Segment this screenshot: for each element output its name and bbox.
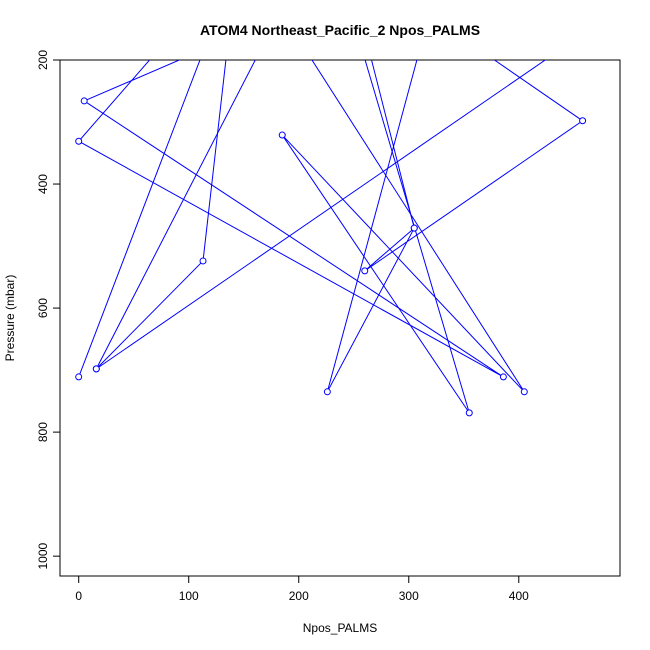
y-tick-label: 600 xyxy=(36,298,50,318)
point xyxy=(199,257,207,265)
point xyxy=(92,365,100,373)
point xyxy=(75,373,83,381)
point xyxy=(323,388,331,396)
line xyxy=(95,60,547,370)
line xyxy=(77,60,504,378)
point xyxy=(410,224,418,232)
y-tick-label: 800 xyxy=(36,422,50,442)
line xyxy=(281,60,525,414)
x-tick-label: 100 xyxy=(179,589,199,603)
point xyxy=(499,373,507,381)
point xyxy=(278,131,286,139)
y-tick-label: 200 xyxy=(36,50,50,70)
x-tick-label: 400 xyxy=(509,589,529,603)
point xyxy=(174,26,180,32)
point xyxy=(587,26,593,32)
x-axis-label: Npos_PALMS xyxy=(303,621,377,635)
y-tick-label: 400 xyxy=(36,174,50,194)
line xyxy=(326,60,584,393)
chart-title: ATOM4 Northeast_Pacific_2 Npos_PALMS xyxy=(200,22,480,38)
point xyxy=(80,97,88,105)
plot-area xyxy=(75,26,593,417)
line xyxy=(95,60,256,370)
y-tick-label: 1000 xyxy=(36,542,50,569)
point xyxy=(520,388,528,396)
point xyxy=(579,117,587,125)
x-tick-label: 200 xyxy=(289,589,309,603)
point xyxy=(361,267,369,275)
y-axis-label: Pressure (mbar) xyxy=(3,275,17,362)
x-tick-label: 300 xyxy=(399,589,419,603)
point xyxy=(75,137,83,145)
point xyxy=(465,409,473,417)
line xyxy=(371,60,415,229)
plot-frame xyxy=(59,59,621,577)
x-tick-label: 0 xyxy=(75,589,82,603)
line xyxy=(78,60,201,378)
